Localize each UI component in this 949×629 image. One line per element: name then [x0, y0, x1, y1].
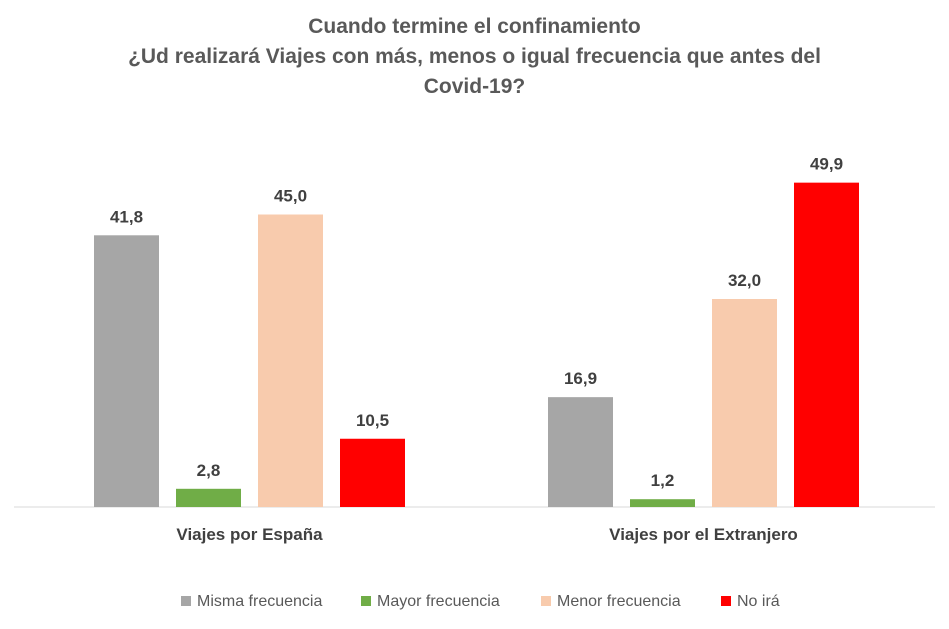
- bar-misma-frecuencia-viajes-por-espana: [94, 235, 159, 508]
- chart-title-line-2: ¿Ud realizará Viajes con más, menos o ig…: [128, 45, 821, 68]
- legend-swatch-no-ira: [721, 596, 731, 606]
- data-label-menor-frecuencia-viajes-por-el-extranjero: 32,0: [728, 271, 761, 290]
- legend-label-menor-frecuencia: Menor frecuencia: [557, 593, 681, 610]
- data-labels-group: 41,8 2,8 45,0 10,5 16,9 1,2 32,0 49,9: [110, 155, 843, 491]
- legend-label-no-ira: No irá: [737, 593, 780, 610]
- data-label-mayor-frecuencia-viajes-por-espana: 2,8: [197, 461, 221, 480]
- bar-misma-frecuencia-viajes-por-el-extranjero: [548, 397, 613, 507]
- bar-mayor-frecuencia-viajes-por-espana: [176, 488, 241, 507]
- legend-label-misma-frecuencia: Misma frecuencia: [197, 593, 322, 610]
- category-label-viajes-por-espana: Viajes por España: [176, 525, 323, 544]
- bar-menor-frecuencia-viajes-por-espana: [258, 214, 323, 507]
- bar-mayor-frecuencia-viajes-por-el-extranjero: [630, 499, 695, 507]
- legend-swatch-mayor-frecuencia: [361, 596, 371, 606]
- bar-menor-frecuencia-viajes-por-el-extranjero: [712, 299, 777, 507]
- data-label-menor-frecuencia-viajes-por-espana: 45,0: [274, 187, 307, 206]
- chart-title-line-1: Cuando termine el confinamiento: [308, 15, 641, 38]
- data-label-no-ira-viajes-por-espana: 10,5: [356, 411, 389, 430]
- chart-title: Cuando termine el confinamiento ¿Ud real…: [128, 15, 821, 98]
- bars-group: [94, 182, 859, 508]
- legend: Misma frecuencia Mayor frecuencia Menor fr…: [181, 593, 780, 610]
- legend-label-mayor-frecuencia: Mayor frecuencia: [377, 593, 500, 610]
- category-label-viajes-por-el-extranjero: Viajes por el Extranjero: [609, 525, 798, 544]
- data-label-mayor-frecuencia-viajes-por-el-extranjero: 1,2: [651, 471, 675, 490]
- data-label-no-ira-viajes-por-el-extranjero: 49,9: [810, 155, 843, 174]
- category-labels-group: Viajes por España Viajes por el Extranjer…: [176, 525, 797, 544]
- bar-no-ira-viajes-por-espana: [340, 438, 405, 507]
- data-label-misma-frecuencia-viajes-por-el-extranjero: 16,9: [564, 369, 597, 388]
- legend-swatch-menor-frecuencia: [541, 596, 551, 606]
- legend-swatch-misma-frecuencia: [181, 596, 191, 606]
- chart-title-line-3: Covid-19?: [424, 75, 526, 98]
- data-label-misma-frecuencia-viajes-por-espana: 41,8: [110, 207, 143, 226]
- bar-no-ira-viajes-por-el-extranjero: [794, 182, 859, 507]
